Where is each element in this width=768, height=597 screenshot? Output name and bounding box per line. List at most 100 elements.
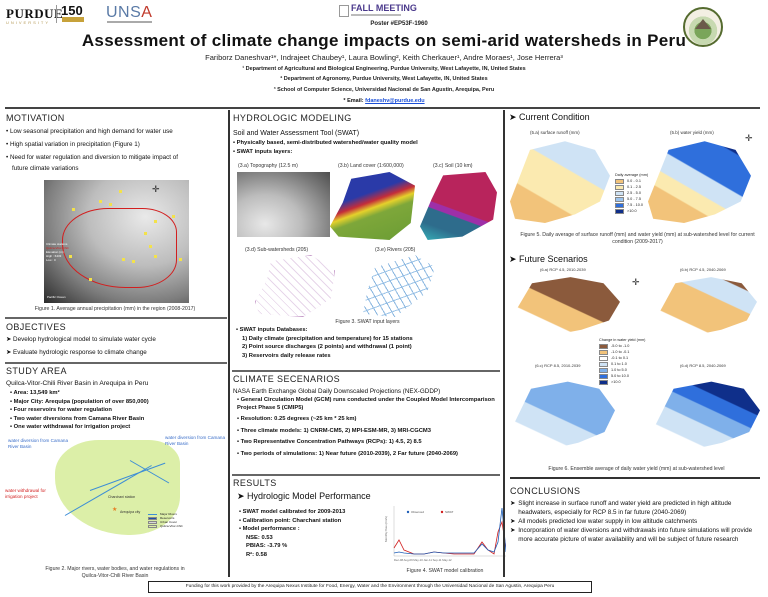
study-area-bullet-1: • Area: 13,549 km² [10,390,60,396]
figure-6-legend: Change in water yield (mm) -5.0 to -1.0 … [599,338,646,385]
climate-scenarios-heading: CLIMATE SECENARIOS [233,374,341,384]
metric-pbias: PBIAS: -3.79 % [246,543,288,549]
section-divider [510,477,760,479]
study-area-bullet-5: • One water withdrawal for irrigation pr… [10,424,131,430]
topography-layer-image [237,172,330,237]
map-6c-label: (6.c) RCP 8.5, 2010-2039 [535,363,581,368]
unsa-logo-accent: A [141,4,153,21]
figure-5-legend: Daily average (mm) 0.0 - 0.1 0.1 - 2.5 2… [615,173,649,214]
climate-bullet-5: • Two periods of simulations: 1) Near fu… [237,450,458,457]
authors: Fariborz Daneshvar¹*, Indrajeet Chaubey¹… [205,53,563,62]
legend-observed: Observed [411,510,424,514]
column-divider [503,110,505,577]
climate-bullet-1: • General Circulation Model (GCM) runs c… [237,397,495,411]
basin-boundary [62,208,177,288]
column-divider [228,110,230,577]
station-marker [172,215,175,218]
email-label: * Email: [343,98,366,104]
purdue-logo: PURDUE [6,6,64,21]
objective-item-2: ➤ Evaluate hydrologic response to climat… [6,349,147,356]
legend-observed-marker [406,510,410,514]
results-section: RESULTS ➤ Hydrologic Model Performance •… [233,478,383,559]
swat-subheading: Soil and Water Assessment Tool (SWAT) [233,130,360,137]
affiliation-2: ² Department of Agronomy, Purdue Univers… [280,76,488,82]
climate-bullet-2: • Resolution: 0.25 degrees (~25 km * 25 … [237,416,357,422]
map-6a-label: (6.a) RCP 4.5, 2010-2039 [540,267,586,272]
unsa-logo: UNSA [106,4,152,22]
motivation-bullet-2: • High spatial variation in precipitatio… [6,141,140,148]
rivers-layer-image [363,255,435,317]
layer-label-topography: (3.a) Topography (12.5 m) [238,163,298,169]
withdrawal-note: water withdrawal for irrigation project [5,488,46,499]
layer-label-subwatersheds: (3.d) Sub-watersheds (205) [245,247,309,253]
legend-swat-marker [440,510,444,514]
figure-4-caption: Figure 4. SWAT model calibration [406,568,484,574]
station-marker [179,258,182,261]
north-arrow-icon: ✛ [632,277,640,287]
database-item-2: 2) Point source discharges (2 points) an… [242,344,412,350]
map-5a-label: (5.a) surface runoff (mm) [530,130,580,135]
email-link[interactable]: fdaneshv@purdue.edu [365,98,425,104]
observed-series-line [393,507,506,555]
map-6c-rcp85-near [510,381,615,450]
layer-label-landcover: (3.b) Land cover (1:600,000) [338,163,404,169]
database-item-3: 3) Reservoirs daily release rates [242,352,331,359]
results-bullet-1: • SWAT model calibrated for 2009-2013 [239,509,346,515]
station-marker [144,232,147,235]
figure-5-caption: Figure 5. Daily average of surface runof… [520,232,755,245]
station-marker [132,260,135,263]
logo-divider [56,5,57,23]
map-6b-rcp45-far [655,277,757,336]
figure-1-precipitation-map: ✛ Climate stations Quilca-Vitor-Chili El… [44,180,189,303]
unsa-logo-underline [107,21,152,23]
agu-fall-meeting-subtitle [351,14,401,16]
station-marker [122,258,125,261]
section-divider [5,317,227,319]
conclusion-item-1: ➤ Slight increase in surface runoff and w… [510,500,732,516]
station-marker [109,203,112,206]
nex-gddp-subheading: NASA Earth Exchange Global Daily Downsca… [233,388,441,395]
study-area-section: STUDY AREA Quilca-Vitor-Chili River Basi… [6,366,228,432]
agu-fall-meeting-logo: FALL MEETING [351,3,417,13]
swat-series-line [393,520,506,555]
figure-1-caption: Figure 1. Average annual precipitation (… [34,306,196,312]
map-6b-label: (6.b) RCP 4.5, 2040-2069 [680,267,726,272]
figure-4-calibration-chart: Monthly flow (m3/s) Observed SWAT Dec-08… [384,506,506,562]
figure-2-basin-map: water diversion from Camana River Basin … [5,430,225,540]
layer-label-rivers: (3.e) Rivers (205) [375,247,416,253]
station-marker [69,255,72,258]
map-5b-water-yield [648,141,751,223]
study-area-heading: STUDY AREA [6,366,67,376]
motivation-bullet-3-cont: future climate variations [12,165,79,172]
climate-bullet-4: • Two Representative Concentration Pathw… [237,439,422,445]
map-6d-label: (6.d) RCP 8.5, 2040-2069 [680,363,726,368]
arequipa-nexus-seal-logo [683,7,723,47]
poster-number: Poster #EP53F-1960 [370,21,428,27]
study-area-bullet-4: • Two water diversions from Camana River… [10,415,145,422]
figure-2-caption-line-2: Quilca-Vitor-Chili River Basin [81,573,149,579]
purdue-150-bar [62,17,84,22]
chart-ylabel: Monthly flow (m3/s) [384,516,388,542]
model-performance-subheading: ➤ Hydrologic Model Performance [237,491,371,501]
soil-layer-image [420,172,497,240]
swat-bullet-1: • Physically based, semi-distributed wat… [233,140,418,146]
study-area-subheading: Quilca-Vitor-Chili River Basin in Arequi… [6,380,149,387]
station-marker [149,245,152,248]
conclusion-item-3: ➤ Incorporation of water diversions and w… [510,527,753,543]
motivation-heading: MOTIVATION [6,113,65,123]
current-condition-heading: ➤ Current Condition [509,112,590,122]
station-marker [99,200,102,203]
swat-bullet-2: • SWAT inputs layers: [233,148,293,155]
metric-r2: R²: 0.58 [246,551,267,558]
future-scenarios-heading: ➤ Future Scenarios [509,254,588,264]
station-label: Charchani station [108,495,136,499]
figure-2-legend: Major Rivers Reservoirs Urban Cover Quil… [148,512,182,528]
station-marker [72,208,75,211]
station-marker [154,255,157,258]
study-area-bullet-3: • Four reservoirs for water regulation [10,407,112,413]
section-divider [232,370,500,372]
figure-6-caption: Figure 6. Ensemble average of daily wate… [548,466,725,472]
map-6a-rcp45-near [510,277,620,336]
north-arrow-icon: ✛ [152,184,160,194]
unsa-logo-text: UNS [106,4,142,21]
